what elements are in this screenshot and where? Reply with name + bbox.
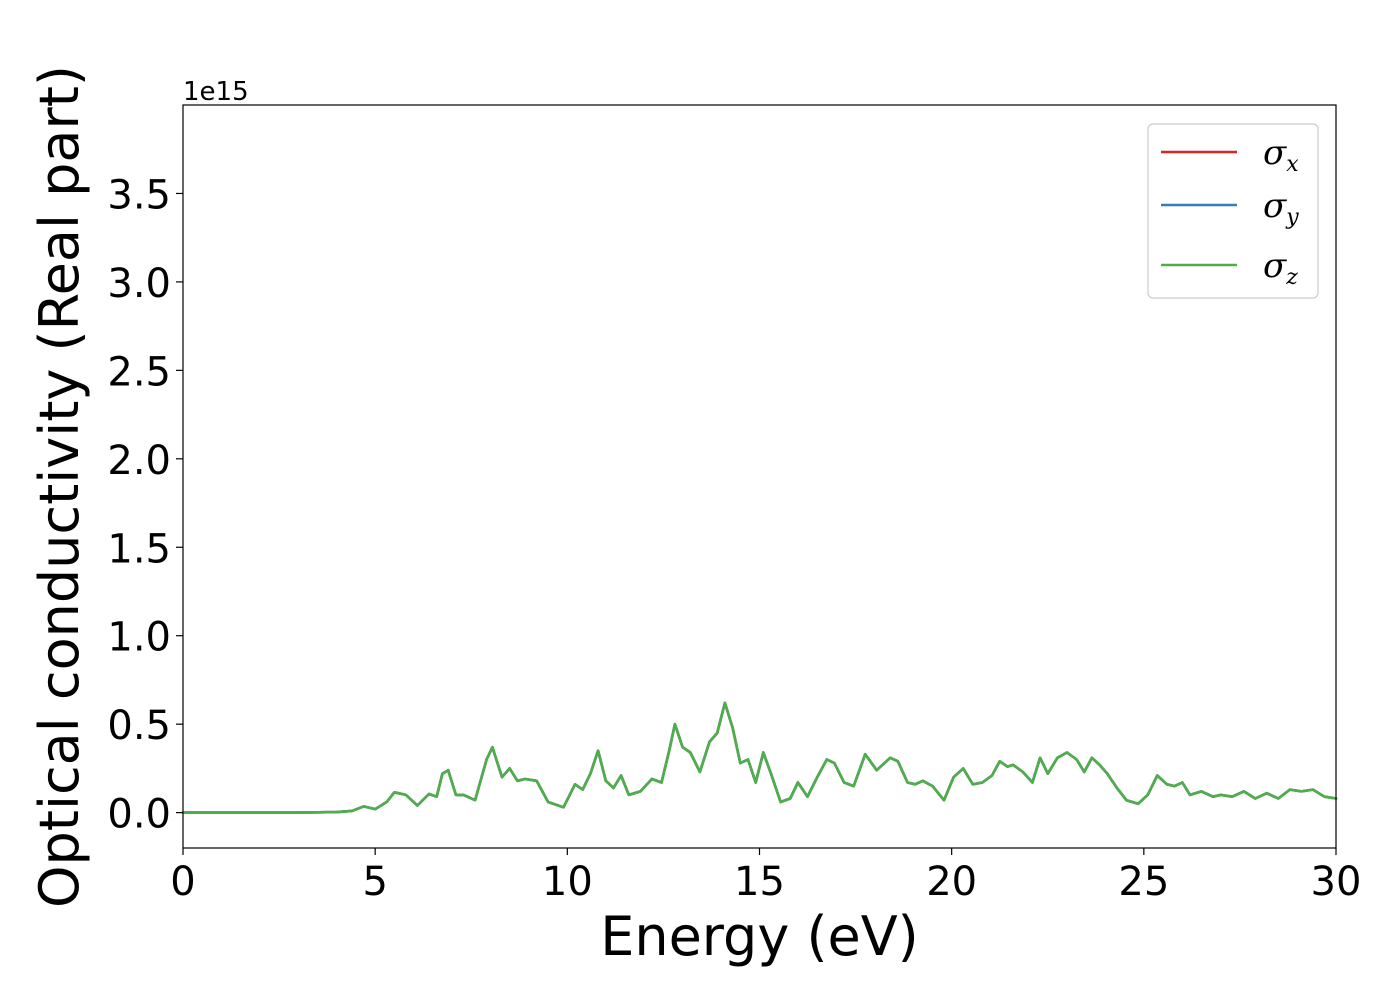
y-tick-label: 2.5 <box>107 349 171 395</box>
x-tick-label: 25 <box>1118 859 1169 905</box>
series-line-3 <box>181 701 1338 814</box>
x-tick-label: 5 <box>362 859 387 905</box>
y-tick-label: 3.0 <box>107 261 171 307</box>
legend-label: σy <box>1263 186 1299 230</box>
legend-label: σz <box>1263 246 1298 290</box>
y-tick-label: 1.5 <box>107 526 171 572</box>
y-axis-title: Optical conductivity (Real part) <box>28 65 91 908</box>
y-tick-label: 0.0 <box>107 792 171 838</box>
series-layer <box>181 701 1338 814</box>
legend-label: σx <box>1263 133 1299 177</box>
x-tick-label: 30 <box>1311 859 1362 905</box>
ticks-layer: 0 5 10 15 20 25 30 0.0 0.5 1.0 1.5 2.0 2.5 3.0 3.5 <box>107 172 1361 905</box>
x-tick-label: 15 <box>734 859 785 905</box>
x-tick-label: 10 <box>542 859 593 905</box>
legend: σx σy σz <box>1147 123 1319 299</box>
y-offset-label: 1e15 <box>183 77 249 107</box>
legend-frame <box>1147 123 1319 299</box>
x-tick-label: 0 <box>170 859 195 905</box>
x-tick-label: 20 <box>926 859 977 905</box>
y-tick-label: 1.0 <box>107 615 171 661</box>
y-tick-label: 3.5 <box>107 172 171 218</box>
x-axis-title: Energy (eV) <box>600 905 919 968</box>
y-tick-label: 2.0 <box>107 438 171 484</box>
y-tick-label: 0.5 <box>107 703 171 749</box>
